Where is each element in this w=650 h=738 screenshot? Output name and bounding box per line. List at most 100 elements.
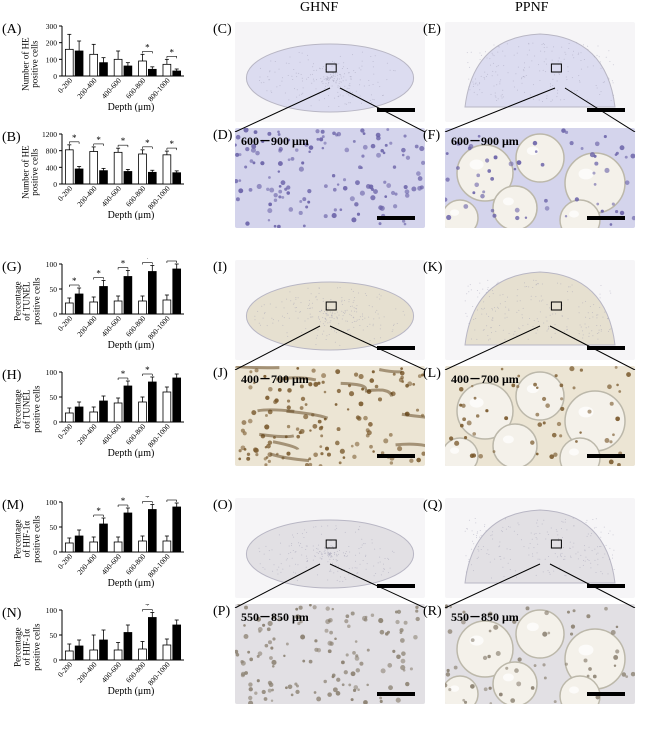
depth-label: 400－700 μm: [451, 370, 519, 387]
svg-text:1200: 1200: [42, 130, 57, 139]
svg-text:0-200: 0-200: [56, 76, 75, 95]
y-axis-label: Number of HEpositive cells: [21, 37, 40, 91]
micrograph: 600－900 μm: [445, 128, 635, 228]
micrograph: 600－900 μm: [235, 128, 425, 228]
svg-text:100: 100: [46, 368, 58, 377]
col-header-ghnf: GHNF: [300, 0, 338, 16]
svg-text:200-400: 200-400: [75, 552, 99, 577]
column-headers: GHNF PPNF: [0, 0, 650, 18]
svg-text:Depth (μm): Depth (μm): [108, 340, 155, 350]
bar-chart: 0501000-200200-400400-600*600-800800-100…: [28, 604, 188, 696]
svg-text:800-1000: 800-1000: [146, 184, 172, 212]
panel-letter: (P): [213, 604, 230, 620]
svg-text:600-800: 600-800: [124, 314, 148, 339]
micrograph: 400－700 μm: [445, 366, 635, 466]
panel-letter: (G): [2, 260, 21, 276]
svg-text:600-800: 600-800: [124, 76, 148, 101]
svg-text:0: 0: [53, 418, 57, 427]
micrograph: [235, 22, 425, 122]
panel-letter: (D): [213, 128, 232, 144]
svg-text:400-600: 400-600: [100, 422, 124, 447]
svg-text:400-600: 400-600: [100, 314, 124, 339]
scale-bar: [587, 692, 625, 696]
svg-text:200-400: 200-400: [75, 422, 99, 447]
svg-text:200: 200: [46, 39, 58, 48]
svg-text:200-400: 200-400: [75, 314, 99, 339]
svg-text:*: *: [170, 258, 175, 262]
micrograph: 550－850 μm: [445, 604, 635, 704]
svg-text:*: *: [145, 138, 150, 148]
svg-text:0: 0: [53, 72, 57, 81]
y-axis-label: Percentageof HIF-1αpositive cells: [13, 516, 41, 563]
panel-letter: (M): [2, 498, 24, 514]
svg-text:Depth (μm): Depth (μm): [108, 448, 155, 458]
svg-text:0-200: 0-200: [56, 422, 75, 441]
scale-bar: [587, 454, 625, 458]
svg-text:50: 50: [50, 523, 58, 532]
panel-letter: (I): [213, 260, 227, 276]
panel-letter: (F): [423, 128, 440, 144]
scale-bar: [587, 216, 625, 220]
svg-text:0-200: 0-200: [56, 314, 75, 333]
svg-text:0: 0: [53, 548, 57, 557]
svg-text:*: *: [72, 133, 77, 143]
svg-text:300: 300: [46, 22, 58, 31]
svg-text:*: *: [121, 496, 126, 506]
svg-text:50: 50: [50, 285, 58, 294]
svg-text:600-800: 600-800: [124, 660, 148, 685]
micrograph: 550－850 μm: [235, 604, 425, 704]
svg-text:Depth (μm): Depth (μm): [108, 102, 155, 112]
panel-letter: (A): [2, 22, 21, 38]
bar-chart: 050100*0-200*200-400*400-600*600-800*800…: [28, 258, 188, 350]
bar-chart: 0501000-200*200-400*400-600*600-800*800-…: [28, 496, 188, 588]
svg-text:*: *: [170, 496, 175, 501]
depth-label: 600－900 μm: [241, 132, 309, 149]
svg-text:*: *: [121, 136, 126, 146]
y-axis-label: Percentageof TUNELpositive cells: [13, 278, 41, 325]
panel-letter: (K): [423, 260, 442, 276]
svg-text:400-600: 400-600: [100, 184, 124, 209]
bar-chart: 0501000-200200-400*400-600*600-800800-10…: [28, 366, 188, 458]
scale-bar: [377, 216, 415, 220]
svg-text:600-800: 600-800: [124, 552, 148, 577]
svg-text:*: *: [96, 506, 101, 516]
scale-bar: [377, 454, 415, 458]
svg-text:200-400: 200-400: [75, 76, 99, 101]
panel-letter: (E): [423, 22, 441, 38]
svg-text:0-200: 0-200: [56, 184, 75, 203]
panel-letter: (L): [423, 366, 441, 382]
panel-letter: (B): [2, 130, 21, 146]
svg-text:400-600: 400-600: [100, 76, 124, 101]
svg-text:600-800: 600-800: [124, 422, 148, 447]
svg-text:0: 0: [53, 310, 57, 319]
svg-text:*: *: [170, 47, 175, 57]
panel-letter: (R): [423, 604, 442, 620]
micrograph: [445, 22, 635, 122]
svg-text:100: 100: [46, 498, 58, 507]
svg-text:0-200: 0-200: [56, 660, 75, 679]
svg-text:800-1000: 800-1000: [146, 552, 172, 580]
svg-text:50: 50: [50, 393, 58, 402]
depth-label: 550－850 μm: [241, 608, 309, 625]
svg-text:*: *: [145, 604, 150, 611]
svg-text:*: *: [96, 269, 101, 279]
svg-text:100: 100: [46, 55, 58, 64]
panel-letter: (J): [213, 366, 228, 382]
depth-label: 600－900 μm: [451, 132, 519, 149]
svg-text:0-200: 0-200: [56, 552, 75, 571]
y-axis-label: Percentageof TUNELpositive cells: [13, 386, 41, 433]
scale-bar: [377, 692, 415, 696]
svg-text:*: *: [145, 42, 150, 52]
svg-text:800-1000: 800-1000: [146, 76, 172, 104]
depth-label: 400－700 μm: [241, 370, 309, 387]
svg-text:*: *: [170, 139, 175, 149]
svg-text:100: 100: [46, 260, 58, 269]
bar-chart: 0 100 200 300 0-200200-400400-600 * 600-800 * 80…: [28, 20, 188, 112]
svg-text:100: 100: [46, 606, 58, 615]
svg-text:Depth (μm): Depth (μm): [108, 210, 155, 220]
svg-text:*: *: [145, 366, 150, 375]
svg-text:800-1000: 800-1000: [146, 314, 172, 342]
svg-text:*: *: [145, 258, 150, 264]
depth-label: 550－850 μm: [451, 608, 519, 625]
panel-letter: (N): [2, 606, 21, 622]
